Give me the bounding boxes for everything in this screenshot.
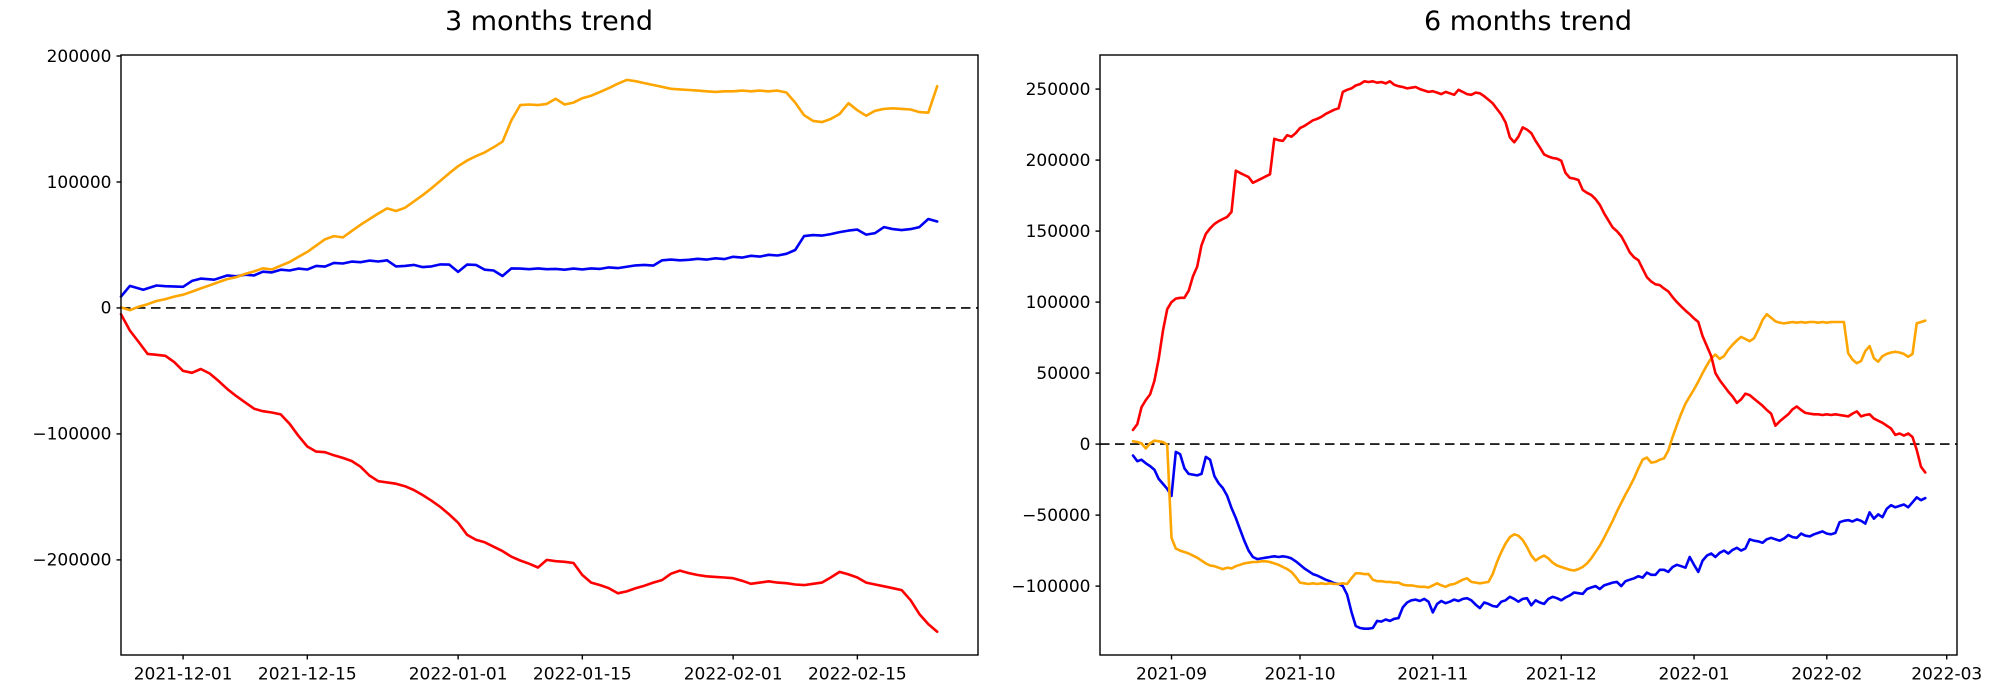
- y-tick-label: 0: [101, 299, 112, 319]
- y-tick-label: 200000: [47, 47, 112, 67]
- x-tick-label: 2022-02-01: [684, 665, 783, 685]
- x-tick-label: 2021-11: [1397, 665, 1468, 685]
- y-tick-label: 100000: [47, 173, 112, 193]
- x-tick-label: 2021-12: [1526, 665, 1597, 685]
- y-tick-label: 200000: [1026, 151, 1091, 171]
- x-tick-label: 2022-03: [1911, 665, 1982, 685]
- y-tick-label: −50000: [1022, 506, 1090, 526]
- x-tick-label: 2022-02-15: [808, 665, 907, 685]
- x-tick-label: 2022-02: [1791, 665, 1862, 685]
- y-tick-label: −200000: [32, 551, 111, 571]
- y-tick-label: 0: [1080, 435, 1091, 455]
- y-tick-label: 250000: [1026, 80, 1091, 100]
- chart-title-6-months: 6 months trend: [1424, 6, 1632, 37]
- series-blue-line: [1131, 450, 1927, 631]
- x-tick-label: 2022-01: [1659, 665, 1730, 685]
- x-tick-label: 2021-12-01: [134, 665, 233, 685]
- chart-title-3-months: 3 months trend: [445, 6, 653, 37]
- series-orange-line: [1131, 312, 1927, 589]
- x-tick-label: 2021-09: [1136, 665, 1207, 685]
- plot-border: [120, 54, 979, 656]
- y-tick-label: 100000: [1026, 293, 1091, 313]
- plot-border: [1099, 54, 1958, 656]
- series-red-line: [119, 312, 939, 634]
- x-tick-label: 2022-01-15: [533, 665, 632, 685]
- series-red-line: [1131, 80, 1927, 474]
- y-tick-label: −100000: [32, 425, 111, 445]
- x-tick-label: 2022-01-01: [409, 665, 508, 685]
- series-orange-line: [119, 78, 939, 312]
- y-tick-label: 150000: [1026, 222, 1091, 242]
- x-tick-label: 2021-10: [1264, 665, 1335, 685]
- y-tick-label: 50000: [1036, 364, 1090, 384]
- x-tick-label: 2021-12-15: [258, 665, 357, 685]
- y-tick-label: −100000: [1011, 577, 1090, 597]
- series-blue-line: [119, 217, 939, 298]
